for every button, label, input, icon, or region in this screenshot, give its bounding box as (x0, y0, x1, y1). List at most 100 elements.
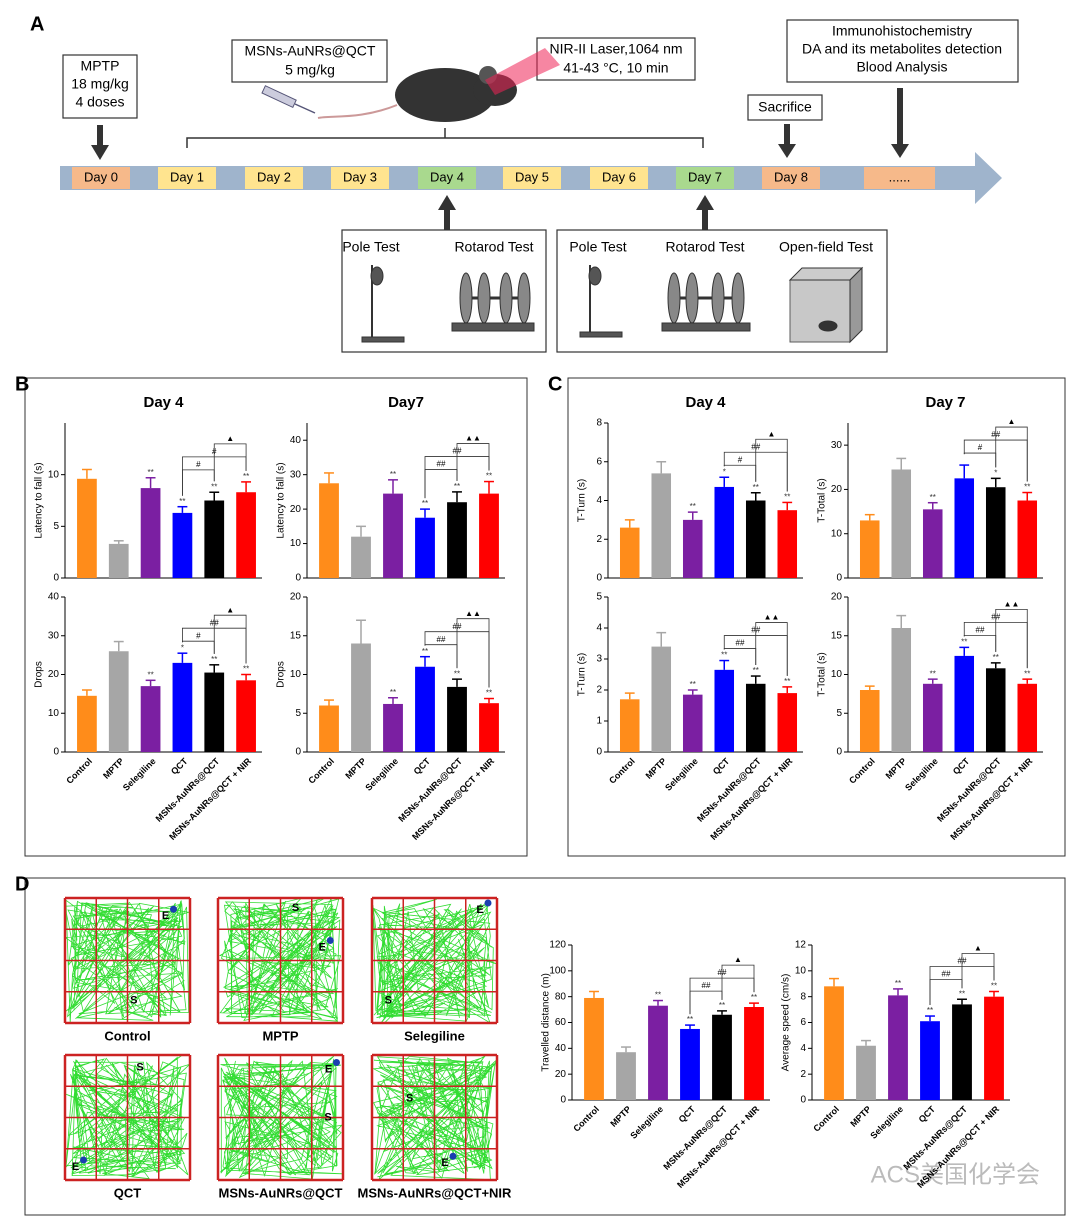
bar (985, 668, 1006, 752)
significance-label: ** (895, 979, 901, 988)
significance-label: ** (690, 680, 696, 689)
test-label: Pole Test (342, 239, 399, 255)
y-tick-label: 0 (53, 573, 59, 584)
significance-label: ** (751, 993, 757, 1002)
x-tick-label: Selegiline (663, 756, 700, 793)
drug-text: 5 mg/kg (285, 62, 335, 78)
x-tick-label: Control (607, 756, 637, 786)
chart-title: Day7 (388, 394, 424, 411)
bracket (721, 964, 755, 1000)
day-label: Day 5 (515, 169, 549, 184)
apparatus-icons (361, 265, 864, 344)
y-tick-label: 0 (596, 573, 602, 584)
bracket (723, 648, 757, 666)
bar (680, 1028, 700, 1100)
bar (824, 986, 844, 1100)
analysis-text: Immunohistochemistry (832, 23, 972, 39)
start-marker: S (385, 994, 392, 1006)
bracket-label: ## (702, 981, 711, 990)
significance-label: * (994, 468, 997, 477)
bar (619, 699, 640, 752)
bar (891, 628, 912, 752)
bar (777, 693, 798, 752)
bar (888, 995, 908, 1100)
bar (619, 527, 640, 578)
x-tick-label: QCT (711, 756, 732, 777)
day-box (676, 167, 734, 189)
track-path (372, 1055, 497, 1181)
significance-label: ** (211, 655, 217, 664)
y-tick-label: 30 (831, 440, 843, 451)
y-tick-label: 0 (295, 573, 301, 584)
end-marker: E (319, 941, 326, 953)
day-box (158, 167, 216, 189)
bracket (456, 618, 490, 688)
track-label: Control (104, 1028, 150, 1043)
bar (745, 500, 766, 578)
bar (714, 669, 735, 752)
day-label: Day 1 (170, 169, 204, 184)
significance-label: ** (959, 989, 965, 998)
day-box (590, 167, 648, 189)
end-marker: E (441, 1157, 448, 1169)
y-tick-label: 60 (555, 1017, 567, 1028)
y-tick-label: 4 (596, 623, 602, 634)
y-tick-label: 20 (290, 504, 302, 515)
x-tick-label: Control (847, 756, 877, 786)
bar (172, 512, 193, 578)
track-label: Selegiline (404, 1028, 465, 1043)
y-tick-label: 5 (53, 521, 59, 532)
y-tick-label: 1 (596, 716, 602, 727)
bracket (213, 443, 247, 482)
significance-label: ** (690, 502, 696, 511)
end-dot (484, 899, 492, 907)
bar (985, 487, 1006, 578)
bar (140, 488, 161, 578)
track-path (220, 1055, 344, 1180)
bar (682, 519, 703, 578)
y-tick-label: 6 (800, 1017, 806, 1028)
significance-label: ** (719, 1001, 725, 1010)
day-label: Day 6 (602, 169, 636, 184)
test-label: Rotarod Test (454, 239, 533, 255)
y-tick-label: 8 (800, 991, 806, 1002)
x-tick-label: MPTP (884, 756, 909, 781)
day-box (72, 167, 130, 189)
y-axis-label: T-Total (s) (817, 652, 828, 696)
chart: 0 10 20 30 40 Latency to fall (s) Day7 ** ** ** **… (276, 394, 505, 584)
significance-label: ** (147, 468, 153, 477)
bracket-label: ▲ (734, 955, 742, 964)
x-tick-label: Control (64, 756, 94, 786)
start-marker: S (324, 1111, 331, 1123)
y-tick-label: 10 (795, 965, 807, 976)
analysis-text: Blood Analysis (856, 59, 947, 75)
significance-label: ** (721, 651, 727, 660)
sacrifice-box (747, 94, 823, 121)
bar (984, 996, 1004, 1100)
bar (1017, 500, 1038, 578)
significance-label: ** (211, 482, 217, 491)
drug-text: MSNs-AuNRs@QCT (245, 43, 376, 59)
bar (108, 651, 129, 752)
significance-label: ** (422, 499, 428, 508)
bar (351, 643, 371, 752)
y-axis-label: Latency to fall (s) (34, 462, 45, 538)
treatment-bracket (186, 128, 704, 148)
significance-label: ** (390, 470, 396, 479)
y-tick-label: 6 (596, 456, 602, 467)
start-marker: S (406, 1093, 413, 1105)
significance-label: ** (390, 688, 396, 697)
bar (682, 694, 703, 752)
day-label: Day 3 (343, 169, 377, 184)
day-label: Day 8 (774, 169, 808, 184)
track-plot: S E QCT (63, 1053, 192, 1200)
bracket-label: ## (437, 460, 446, 469)
bar (1017, 683, 1038, 752)
bar (648, 1005, 668, 1100)
bar (856, 1045, 876, 1100)
bar (651, 473, 672, 578)
chart: 0 5 10 15 20 T-Total (s) Control MPTP ** Selegili… (817, 592, 1043, 842)
bar (891, 469, 912, 578)
bar (319, 483, 339, 578)
